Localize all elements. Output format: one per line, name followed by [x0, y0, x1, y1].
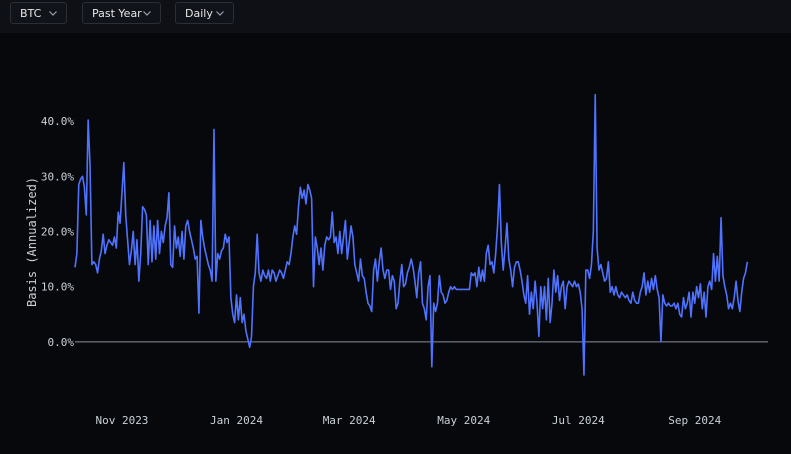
interval-dropdown[interactable]: Daily	[175, 2, 234, 24]
range-dropdown[interactable]: Past Year	[82, 2, 161, 24]
x-tick-label: Jul 2024	[552, 414, 605, 427]
y-tick-label: 20.0%	[41, 225, 74, 238]
y-tick-label: 40.0%	[41, 115, 74, 128]
y-tick-label: 30.0%	[41, 170, 74, 183]
chevron-down-icon	[216, 11, 224, 16]
x-tick-label: Jan 2024	[210, 414, 263, 427]
y-tick-label: 0.0%	[48, 336, 75, 349]
x-tick-label: May 2024	[437, 414, 490, 427]
chevron-down-icon	[49, 11, 57, 16]
chevron-down-icon	[143, 11, 151, 16]
toolbar: BTC Past Year Daily	[0, 0, 791, 33]
x-tick-label: Sep 2024	[668, 414, 721, 427]
range-dropdown-label: Past Year	[92, 6, 142, 20]
y-axis-label: Basis (Annualized)	[25, 177, 39, 307]
series-line	[74, 93, 749, 376]
asset-dropdown[interactable]: BTC	[10, 2, 67, 24]
asset-dropdown-label: BTC	[20, 6, 42, 20]
basis-chart: Basis (Annualized) 0.0% 10.0% 20.0% 30.0% 40…	[25, 93, 768, 427]
y-tick-label: 10.0%	[41, 281, 74, 294]
interval-dropdown-label: Daily	[185, 6, 213, 20]
x-tick-label: Mar 2024	[323, 414, 376, 427]
chart-area: Basis (Annualized) 0.0% 10.0% 20.0% 30.0% 40…	[0, 33, 791, 450]
x-tick-label: Nov 2023	[95, 414, 148, 427]
